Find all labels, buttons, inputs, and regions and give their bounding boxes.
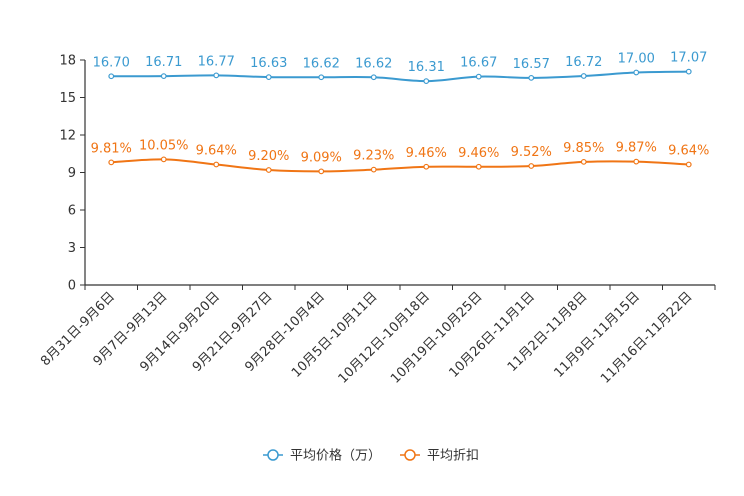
series-average-discount: 9.81% 10.05% 9.64% 9.20% 9.09% 9.23% 9.46% 9.46… — [91, 138, 709, 175]
data-label: 17.07 — [670, 51, 707, 66]
data-label: 9.52% — [511, 145, 552, 160]
data-label: 16.31 — [408, 60, 445, 75]
y-tick-label: 12 — [59, 129, 76, 144]
y-tick-label: 3 — [68, 241, 76, 256]
data-point[interactable] — [475, 73, 482, 80]
legend-marker-icon — [404, 449, 416, 461]
data-label: 16.70 — [93, 55, 130, 70]
data-point[interactable] — [213, 161, 220, 168]
data-label: 16.72 — [565, 55, 602, 70]
legend-item-average-discount[interactable]: 平均折扣 — [400, 449, 479, 464]
data-point[interactable] — [160, 156, 167, 163]
y-tick-label: 6 — [68, 204, 76, 219]
data-point[interactable] — [633, 158, 640, 165]
y-tick-label: 0 — [68, 279, 76, 294]
x-tick-label: 10月12日-10月18日 — [336, 289, 433, 386]
data-label: 17.00 — [618, 52, 655, 67]
data-point[interactable] — [633, 69, 640, 76]
data-point[interactable] — [580, 73, 587, 79]
legend-label: 平均折扣 — [427, 449, 479, 464]
data-label: 16.77 — [198, 54, 235, 69]
data-point[interactable] — [318, 74, 325, 81]
data-point[interactable] — [213, 72, 220, 79]
y-tick-label: 15 — [59, 91, 76, 106]
data-point[interactable] — [685, 161, 692, 168]
data-label: 16.62 — [303, 56, 340, 71]
y-tick-label: 18 — [59, 54, 76, 69]
data-label: 10.05% — [139, 138, 189, 153]
data-label: 9.20% — [248, 149, 289, 164]
legend-item-average-price[interactable]: 平均价格（万） — [263, 448, 381, 464]
data-label: 16.71 — [145, 55, 182, 70]
data-point[interactable] — [528, 74, 535, 81]
data-label: 9.87% — [616, 141, 657, 156]
data-label: 9.64% — [196, 144, 237, 159]
data-point[interactable] — [685, 68, 692, 75]
legend-label: 平均价格（万） — [290, 448, 381, 464]
data-point[interactable] — [423, 163, 430, 170]
data-point[interactable] — [318, 168, 325, 175]
series-line — [111, 158, 689, 173]
data-point[interactable] — [108, 159, 115, 166]
data-point[interactable] — [475, 163, 482, 170]
data-label: 9.46% — [406, 146, 447, 161]
data-label: 16.62 — [355, 56, 392, 71]
data-label: 9.09% — [301, 150, 342, 165]
data-label: 9.64% — [668, 144, 709, 159]
data-point[interactable] — [370, 166, 377, 173]
data-label: 9.46% — [458, 146, 499, 161]
data-point[interactable] — [160, 73, 167, 80]
data-point[interactable] — [580, 158, 587, 165]
series-layer: 16.70 16.71 16.77 16.63 16.62 16.62 16.31 16.67… — [91, 51, 709, 175]
data-label: 16.67 — [460, 56, 497, 71]
data-label: 16.63 — [250, 56, 287, 71]
legend-marker-icon — [267, 449, 279, 461]
data-point[interactable] — [265, 74, 272, 81]
data-point[interactable] — [265, 167, 272, 173]
data-label: 16.57 — [513, 57, 550, 72]
chart-axes: 03691215188月31日-9月6日9月7日-9月13日9月14日-9月20… — [38, 54, 716, 387]
data-point[interactable] — [423, 78, 430, 85]
data-label: 9.81% — [91, 141, 132, 156]
data-label: 9.85% — [563, 141, 604, 156]
legend[interactable]: 平均价格（万） 平均折扣 — [263, 448, 479, 464]
y-tick-label: 9 — [68, 166, 76, 181]
data-point[interactable] — [528, 163, 535, 169]
x-tick-label: 11月16日-11月22日 — [598, 289, 695, 386]
data-point[interactable] — [108, 73, 115, 80]
data-point[interactable] — [370, 74, 377, 81]
series-average-price: 16.70 16.71 16.77 16.63 16.62 16.62 16.31 16.67… — [93, 51, 707, 85]
data-label: 9.23% — [353, 149, 394, 164]
series-line — [111, 70, 689, 83]
x-tick-label: 10月19日-10月25日 — [388, 289, 485, 386]
